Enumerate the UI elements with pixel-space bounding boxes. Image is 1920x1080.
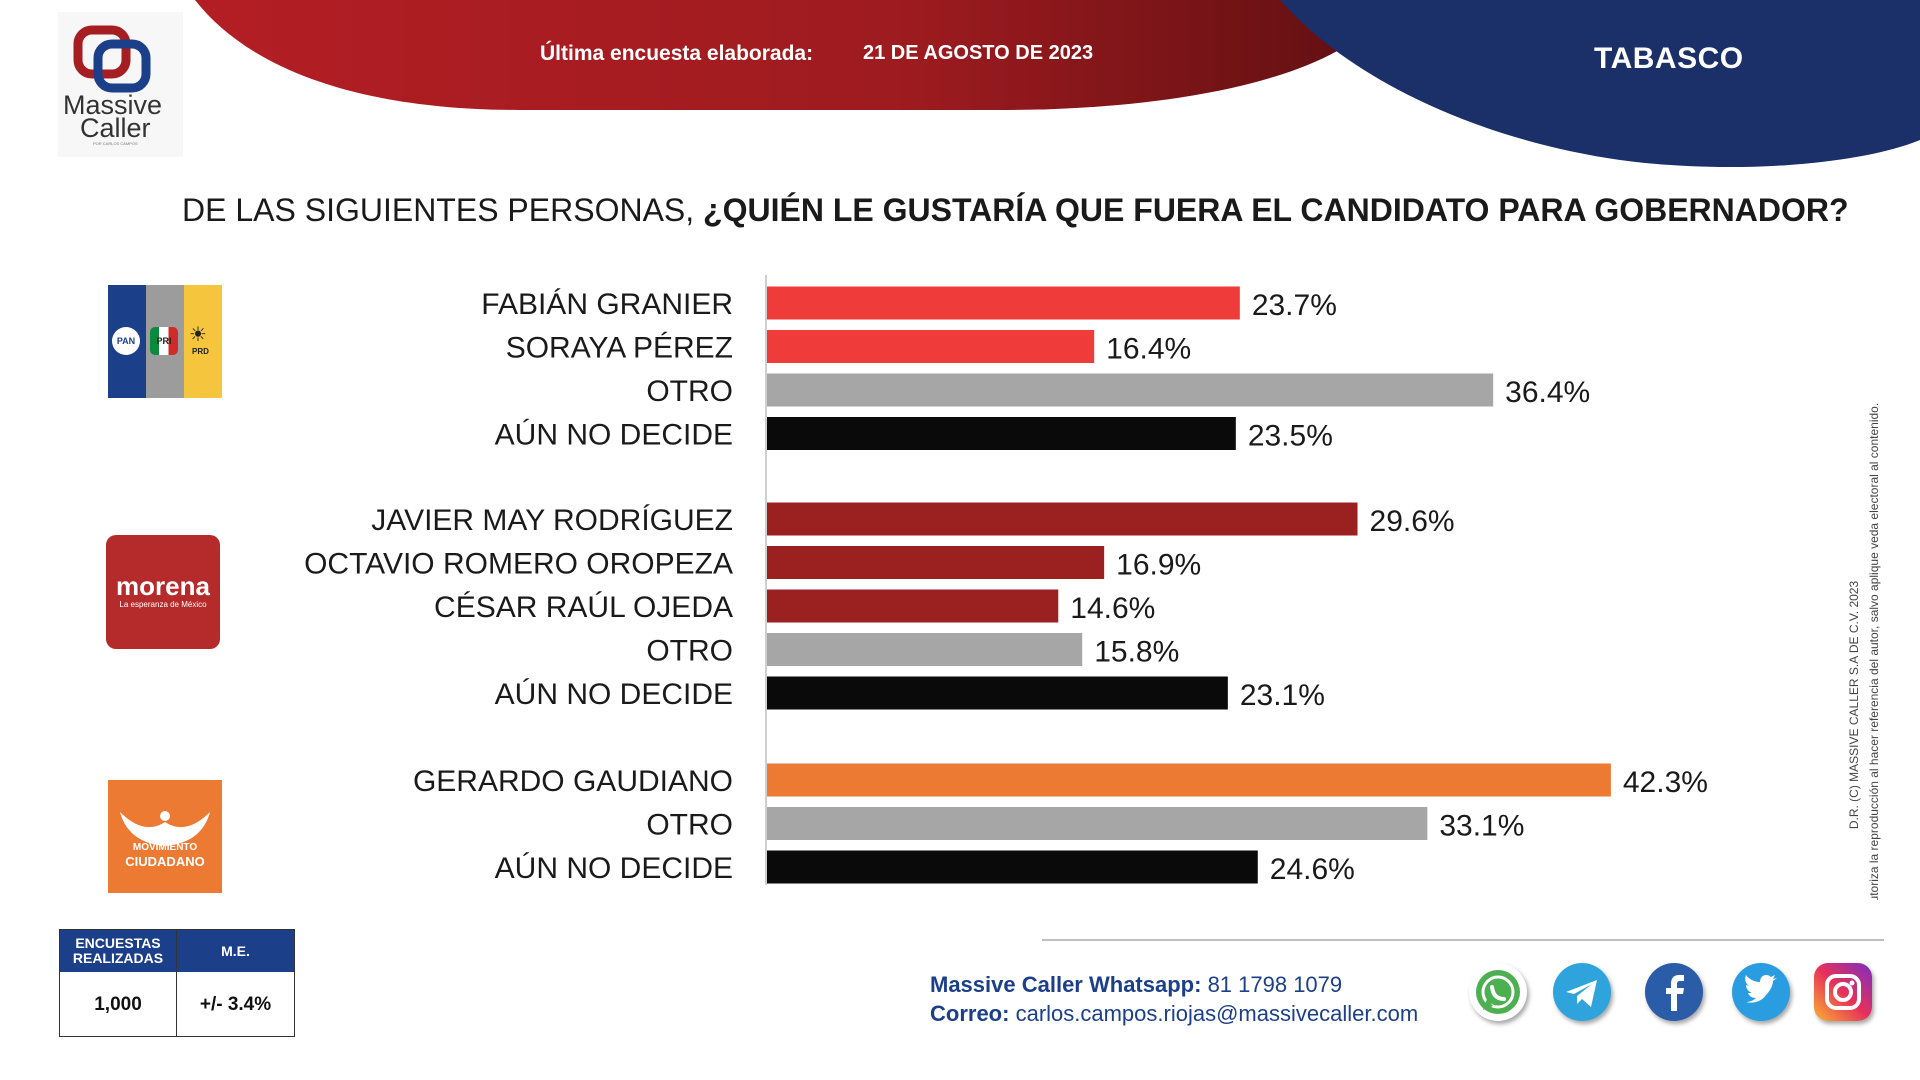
prd-stripe xyxy=(184,285,222,398)
category-label: JAVIER MAY RODRÍGUEZ xyxy=(371,504,733,537)
value-label: 33.1% xyxy=(1439,810,1524,843)
bar-0-3 xyxy=(767,417,1236,450)
survey-date-label: Última encuesta elaborada: xyxy=(540,42,814,65)
category-label: OTRO xyxy=(646,635,733,668)
value-label: 23.1% xyxy=(1240,679,1325,712)
category-label: SORAYA PÉREZ xyxy=(506,332,733,365)
question-title: DE LAS SIGUIENTES PERSONAS, ¿QUIÉN LE GU… xyxy=(182,192,1849,229)
survey-date: 21 DE AGOSTO DE 2023 xyxy=(863,42,1094,64)
twitter-icon[interactable] xyxy=(1732,963,1790,1021)
me-header: M.E. xyxy=(177,930,294,972)
coalition-logo: PAN PRI ☀ PRD xyxy=(108,285,222,398)
category-label: GERARDO GAUDIANO xyxy=(413,765,733,798)
value-label: 24.6% xyxy=(1270,853,1355,886)
prd-sun-icon: ☀ xyxy=(189,324,207,346)
bar-2-2 xyxy=(767,850,1258,884)
value-label: 16.4% xyxy=(1106,333,1191,366)
facebook-icon[interactable] xyxy=(1645,963,1703,1021)
category-label: AÚN NO DECIDE xyxy=(495,852,733,885)
me-value: +/- 3.4% xyxy=(199,993,272,1015)
mc-eagle-icon xyxy=(120,811,210,846)
bar-0-0 xyxy=(767,286,1240,320)
email-label: Correo: xyxy=(930,1001,1010,1026)
pan-badge-text: PAN xyxy=(116,336,136,346)
brand-logo: Massive Caller POR CARLOS CAMPOS xyxy=(58,12,183,157)
value-label: 15.8% xyxy=(1094,636,1179,669)
surveys-value: 1,000 xyxy=(94,993,142,1015)
stats-box: ENCUESTAS REALIZADAS M.E. 1,000 +/- 3.4% xyxy=(59,929,295,1037)
brand-name-line1: Massive xyxy=(63,90,163,120)
question-emphasis: ¿QUIÉN LE GUSTARÍA QUE FUERA EL CANDIDAT… xyxy=(703,192,1849,228)
whatsapp-number[interactable]: 81 1798 1079 xyxy=(1207,972,1343,997)
pri-badge: PRI xyxy=(150,327,178,355)
brand-logo-icon xyxy=(73,25,151,93)
bar-1-0 xyxy=(767,502,1358,536)
bar-0-1 xyxy=(767,330,1095,363)
value-label: 29.6% xyxy=(1370,505,1455,538)
disclaimer-line1: D.R. (C) MASSIVE CALLER S.A DE C.V. 2023 xyxy=(1847,581,1861,830)
value-label: 23.5% xyxy=(1248,420,1333,453)
value-label: 23.7% xyxy=(1252,289,1337,322)
bar-0-2 xyxy=(767,373,1494,407)
bar-1-2 xyxy=(767,589,1059,623)
prd-badge-text: PRD xyxy=(192,347,209,356)
category-label: OCTAVIO ROMERO OROPEZA xyxy=(304,548,733,581)
whatsapp-label: Massive Caller Whatsapp: xyxy=(930,972,1202,997)
bar-1-4 xyxy=(767,676,1228,710)
header-red-arc xyxy=(195,0,1390,110)
morena-name: morena xyxy=(116,571,210,601)
bar-1-1 xyxy=(767,546,1105,579)
category-label: CÉSAR RAÚL OJEDA xyxy=(434,591,733,624)
pan-badge: PAN xyxy=(112,327,140,355)
copyright-disclaimer: D.R. (C) MASSIVE CALLER S.A DE C.V. 2023… xyxy=(1847,403,1881,900)
brand-tagline: POR CARLOS CAMPOS xyxy=(93,141,138,146)
morena-logo: morena La esperanza de México xyxy=(106,535,220,649)
header-navy-arc xyxy=(1280,0,1920,168)
bar-2-1 xyxy=(767,807,1428,840)
email-address[interactable]: carlos.campos.riojas@massivecaller.com xyxy=(1015,1001,1419,1026)
category-label: AÚN NO DECIDE xyxy=(495,678,733,711)
value-label: 42.3% xyxy=(1623,766,1708,799)
category-label: AÚN NO DECIDE xyxy=(495,419,733,452)
telegram-icon[interactable] xyxy=(1553,963,1611,1021)
whatsapp-icon[interactable] xyxy=(1469,963,1527,1021)
pri-badge-text: PRI xyxy=(156,336,172,346)
morena-tagline: La esperanza de México xyxy=(119,600,207,609)
disclaimer-line2: Se autoriza la reproducción al hacer ref… xyxy=(1867,403,1881,900)
value-label: 16.9% xyxy=(1116,549,1201,582)
email-line: Correo: carlos.campos.riojas@massivecall… xyxy=(930,999,1418,1028)
contact-info: Massive Caller Whatsapp: 81 1798 1079 Co… xyxy=(930,970,1418,1028)
question-prefix: DE LAS SIGUIENTES PERSONAS, xyxy=(182,192,704,228)
bar-2-0 xyxy=(767,763,1611,797)
category-label: OTRO xyxy=(646,809,733,842)
value-label: 36.4% xyxy=(1505,376,1590,409)
value-label: 14.6% xyxy=(1070,592,1155,625)
bar-1-3 xyxy=(767,633,1083,666)
stats-divider xyxy=(176,930,177,1036)
brand-name-line2: Caller xyxy=(80,113,151,143)
mc-logo: MOVIMIENTO CIUDADANO xyxy=(108,780,222,893)
category-label: FABIÁN GRANIER xyxy=(481,288,733,321)
instagram-icon[interactable] xyxy=(1814,963,1872,1021)
mc-line1: MOVIMIENTO xyxy=(132,842,198,853)
mc-line2: CIUDADANO xyxy=(125,854,205,869)
surveys-header: ENCUESTAS REALIZADAS xyxy=(60,930,176,972)
region-title: TABASCO xyxy=(1594,42,1744,75)
whatsapp-line: Massive Caller Whatsapp: 81 1798 1079 xyxy=(930,970,1418,999)
category-label: OTRO xyxy=(646,375,733,408)
